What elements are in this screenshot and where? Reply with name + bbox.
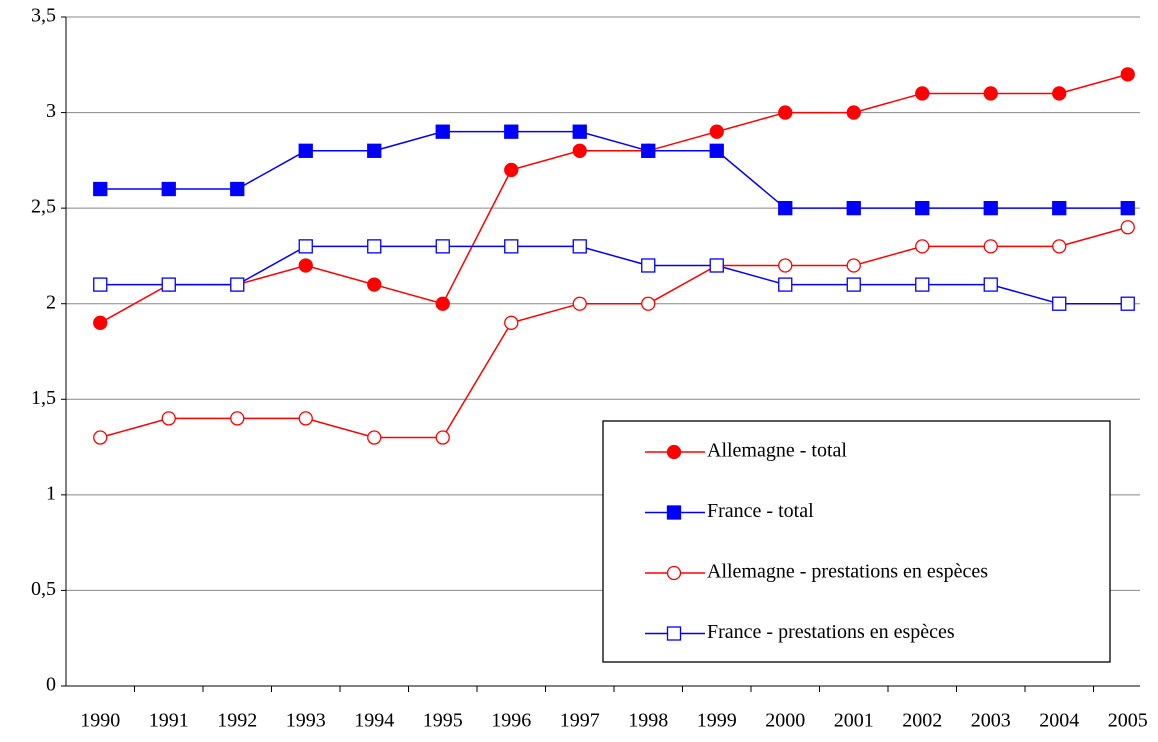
series-line <box>99 73 1128 324</box>
marker <box>572 296 587 311</box>
x-tick-label: 1994 <box>354 710 394 732</box>
marker <box>230 411 245 426</box>
marker <box>93 430 108 445</box>
marker <box>1052 239 1067 254</box>
marker <box>915 200 930 216</box>
y-tick-label: 1 <box>46 482 56 504</box>
marker <box>230 181 245 197</box>
marker <box>230 277 245 292</box>
marker <box>504 162 519 178</box>
marker <box>915 277 930 292</box>
marker <box>846 258 861 273</box>
x-tick-label: 2002 <box>902 710 942 732</box>
marker <box>778 258 793 273</box>
marker <box>1120 296 1135 311</box>
marker <box>504 315 519 330</box>
marker <box>778 200 793 216</box>
marker <box>572 143 587 158</box>
marker <box>298 411 313 426</box>
x-tick-label: 1993 <box>286 710 326 732</box>
marker <box>709 124 724 139</box>
marker <box>846 200 861 216</box>
marker <box>298 239 313 254</box>
marker <box>1120 220 1135 235</box>
marker <box>641 258 656 273</box>
marker <box>1052 296 1067 311</box>
legend-box <box>602 420 1111 663</box>
marker <box>983 277 998 292</box>
marker <box>709 258 724 273</box>
marker <box>298 143 313 158</box>
marker <box>983 200 998 216</box>
x-tick-label: 2000 <box>765 710 805 732</box>
y-tick-label: 2,5 <box>31 196 56 218</box>
marker <box>435 239 450 254</box>
marker <box>915 239 930 254</box>
marker <box>93 181 108 197</box>
marker <box>1052 200 1067 216</box>
marker <box>641 143 656 158</box>
x-tick-label: 1999 <box>697 710 737 732</box>
marker <box>93 315 108 330</box>
legend-label: Allemagne - prestations en espèces <box>707 561 988 583</box>
x-tick-label: 1997 <box>560 710 600 732</box>
y-tick-label: 3 <box>46 100 56 122</box>
x-tick-label: 1992 <box>217 710 257 732</box>
marker <box>666 565 682 581</box>
marker <box>93 277 108 292</box>
series-line <box>100 130 1128 209</box>
legend-label: France - total <box>707 500 814 522</box>
marker <box>504 239 519 254</box>
marker <box>666 505 682 520</box>
y-tick-label: 0,5 <box>31 578 56 600</box>
marker <box>666 626 682 641</box>
marker <box>572 239 587 254</box>
marker <box>983 86 998 101</box>
marker <box>161 277 176 292</box>
x-tick-label: 1995 <box>423 710 463 732</box>
x-tick-label: 2005 <box>1108 710 1148 732</box>
y-tick-label: 0 <box>46 674 56 696</box>
x-tick-label: 1998 <box>628 710 668 732</box>
marker <box>846 277 861 292</box>
marker <box>367 430 382 445</box>
marker <box>504 124 519 139</box>
marker <box>161 181 176 197</box>
legend: Allemagne - total France - total Allemagne… <box>602 420 1111 663</box>
x-tick-label: 1996 <box>491 710 531 732</box>
marker <box>435 430 450 445</box>
y-tick-label: 2 <box>46 291 56 313</box>
marker <box>1120 67 1135 82</box>
marker <box>709 143 724 158</box>
y-tick-label: 1,5 <box>31 387 56 409</box>
marker <box>778 105 793 120</box>
marker <box>778 277 793 292</box>
marker <box>367 143 382 158</box>
marker <box>367 277 382 292</box>
marker <box>983 239 998 254</box>
x-tick-label: 1990 <box>80 710 120 732</box>
legend-label: France - prestations en espèces <box>707 621 955 643</box>
marker <box>1120 200 1135 216</box>
marker <box>298 258 313 273</box>
x-tick-label: 2004 <box>1039 710 1079 732</box>
series-line <box>100 226 1128 439</box>
marker <box>161 411 176 426</box>
marker <box>846 105 861 120</box>
marker <box>915 86 930 101</box>
legend-label: Allemagne - total <box>707 440 847 462</box>
marker <box>572 124 587 139</box>
marker <box>1052 86 1067 101</box>
marker <box>435 296 450 311</box>
y-tick-label: 3,5 <box>31 5 56 27</box>
x-tick-label: 1991 <box>149 710 189 732</box>
marker <box>641 296 656 311</box>
marker <box>435 124 450 139</box>
x-tick-label: 2003 <box>971 710 1011 732</box>
x-tick-label: 2001 <box>834 710 874 732</box>
series-line <box>100 245 1128 305</box>
marker <box>666 444 682 460</box>
marker <box>367 239 382 254</box>
